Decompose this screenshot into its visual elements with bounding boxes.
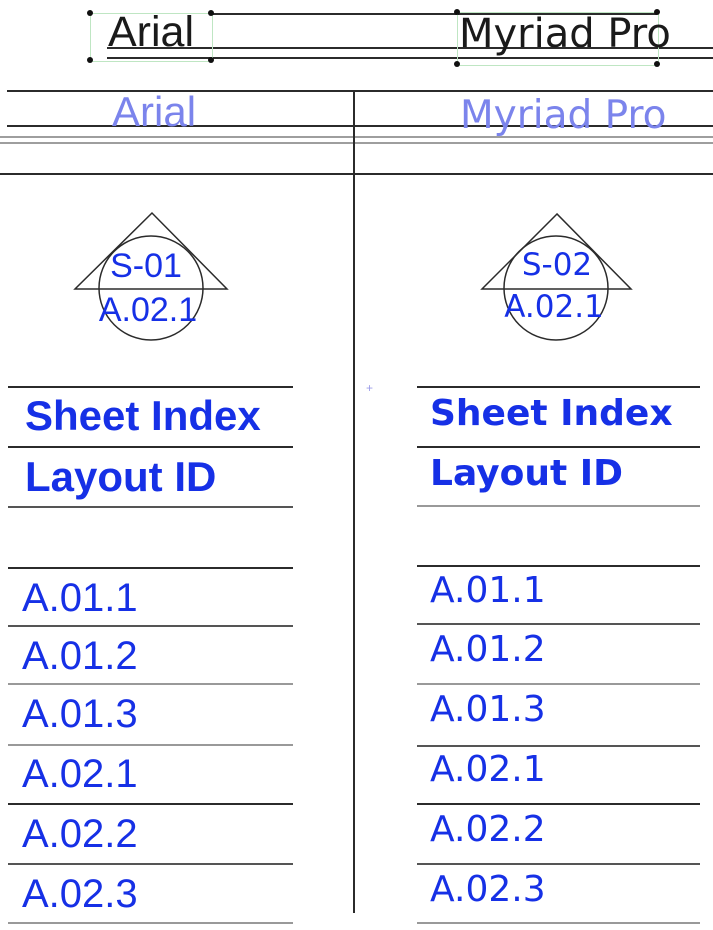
layout-row[interactable]: A.01.2: [430, 629, 546, 670]
layout-row[interactable]: A.01.3: [22, 692, 138, 736]
row-line: [8, 922, 293, 924]
row-line: [8, 863, 293, 865]
text-object-arial[interactable]: Arial: [108, 8, 195, 56]
top-rule-line: [211, 13, 657, 15]
selection-handle[interactable]: [87, 57, 93, 63]
row-line: [417, 565, 700, 567]
text-object-myriad-pro[interactable]: Myriad Pro: [459, 11, 671, 57]
double-rule-upper: [0, 136, 713, 138]
layout-row[interactable]: A.01.1: [22, 576, 138, 620]
layout-row[interactable]: A.02.2: [22, 812, 138, 856]
column-header-arial[interactable]: Arial: [112, 88, 197, 135]
row-line: [417, 386, 700, 388]
selection-box-arial: [90, 13, 213, 62]
row-line: [8, 625, 293, 627]
row-line: [417, 803, 700, 805]
row-line: [417, 745, 700, 747]
header-bottom-border: [0, 173, 713, 175]
row-line: [8, 803, 293, 805]
layout-row[interactable]: A.02.1: [430, 749, 546, 790]
row-line: [417, 863, 700, 865]
layout-row[interactable]: A.02.1: [22, 752, 138, 796]
selection-handle[interactable]: [454, 61, 460, 67]
layout-row[interactable]: A.02.3: [430, 869, 546, 910]
marker-circle[interactable]: [98, 235, 204, 341]
selection-box-myriad: [457, 12, 659, 66]
row-line: [8, 744, 293, 746]
row-line: [8, 446, 293, 448]
selection-handle[interactable]: [654, 61, 660, 67]
row-line: [417, 505, 700, 507]
double-rule-lower: [0, 142, 713, 144]
marker-sheet-number[interactable]: S-01: [110, 247, 182, 285]
layout-id-title[interactable]: Layout ID: [430, 453, 623, 494]
column-divider-line: [353, 90, 355, 913]
marker-circle[interactable]: [503, 235, 609, 341]
row-line: [417, 446, 700, 448]
layout-row[interactable]: A.02.2: [430, 809, 546, 850]
marker-layout-id[interactable]: A.02.1: [504, 289, 604, 325]
sheet-index-title[interactable]: Sheet Index: [430, 393, 673, 434]
sheet-index-title[interactable]: Sheet Index: [25, 392, 261, 439]
lower-rule-line: [107, 57, 713, 59]
row-line: [8, 386, 293, 388]
layout-row[interactable]: A.01.2: [22, 634, 138, 678]
layout-row[interactable]: A.02.3: [22, 872, 138, 916]
marker-sheet-number[interactable]: S-02: [521, 247, 593, 283]
row-line: [8, 683, 293, 685]
row-line: [417, 683, 700, 685]
layout-id-title[interactable]: Layout ID: [25, 453, 217, 500]
sheet-marker-left[interactable]: [65, 205, 240, 345]
selection-handle[interactable]: [654, 9, 660, 15]
column-header-myriad-pro[interactable]: Myriad Pro: [460, 93, 667, 138]
row-line: [417, 623, 700, 625]
snap-point-mark: +: [366, 381, 374, 395]
layout-row[interactable]: A.01.1: [430, 570, 546, 611]
table-top-border: [7, 90, 713, 92]
row-line: [8, 567, 293, 569]
layout-row[interactable]: A.01.3: [430, 689, 546, 730]
selection-handle[interactable]: [208, 57, 214, 63]
row-line: [417, 922, 700, 924]
selection-handle[interactable]: [454, 9, 460, 15]
selection-handle[interactable]: [87, 10, 93, 16]
selection-handle[interactable]: [208, 10, 214, 16]
header-underline: [7, 125, 713, 127]
row-line: [8, 506, 293, 508]
sheet-marker-right[interactable]: [470, 205, 645, 345]
marker-layout-id[interactable]: A.02.1: [98, 291, 198, 329]
baseline-rule-line: [107, 47, 713, 49]
